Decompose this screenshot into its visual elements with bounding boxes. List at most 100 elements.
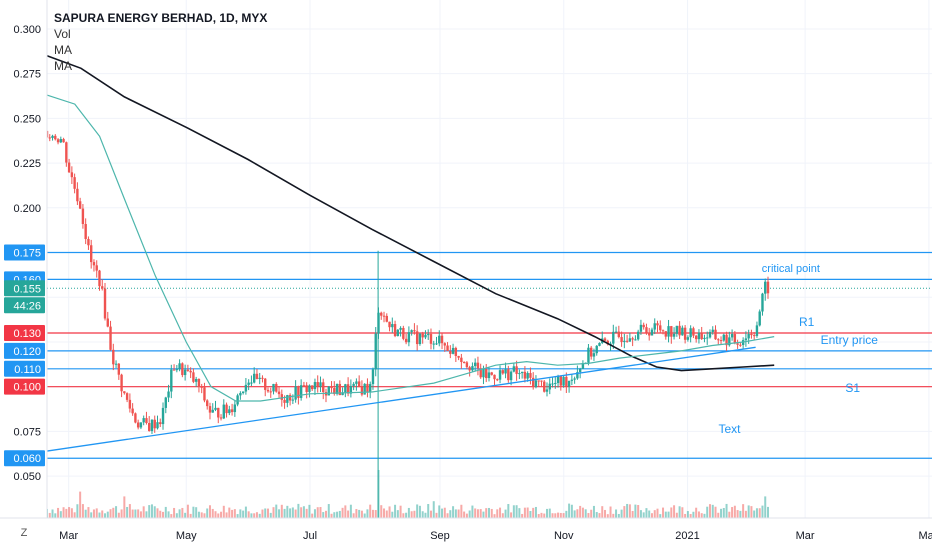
volume-bar: [291, 507, 294, 518]
candle-body: [360, 386, 364, 395]
candle-body: [661, 330, 665, 332]
candle-body: [159, 422, 162, 425]
candle-body: [764, 281, 767, 294]
volume-bar: [482, 511, 485, 518]
candle-body: [393, 324, 397, 337]
volume-bar: [720, 508, 723, 518]
volume-bar: [92, 509, 95, 518]
volume-bar: [283, 508, 286, 518]
volume-bar: [576, 509, 579, 518]
volume-bar: [128, 504, 131, 518]
candle-body: [206, 400, 209, 407]
candle-body: [446, 345, 449, 352]
volume-bar: [220, 511, 223, 518]
volume-bar: [579, 505, 582, 518]
candle-body: [518, 373, 521, 375]
volume-bar: [612, 513, 615, 518]
annotation-label: critical point: [762, 263, 820, 275]
volume-bar: [289, 508, 292, 518]
candle-body: [689, 328, 692, 338]
indicator-ma-1[interactable]: MA: [54, 43, 72, 57]
y-tick-label: 0.275: [13, 69, 41, 81]
candle-body: [496, 379, 499, 381]
candle-body: [670, 326, 673, 337]
volume-bar: [244, 506, 247, 518]
candle-body: [197, 378, 201, 387]
volume-bar: [645, 508, 648, 518]
candle-body: [683, 327, 687, 340]
candle-body: [181, 363, 184, 376]
candle-body: [485, 368, 488, 379]
volume-bar: [584, 509, 587, 518]
volume-bar: [233, 509, 236, 518]
volume-bar: [568, 503, 571, 518]
indicator-vol[interactable]: Vol: [54, 27, 71, 41]
volume-bar: [225, 512, 228, 518]
volume-bar: [468, 510, 471, 518]
candle-body: [208, 406, 212, 413]
volume-bar: [476, 509, 479, 518]
volume-bar: [766, 506, 769, 518]
price-level-label: 0.120: [13, 346, 41, 358]
x-tick-label: Sep: [430, 530, 450, 542]
volume-bar: [673, 505, 676, 518]
candle-body: [650, 329, 654, 336]
candle-body: [333, 388, 336, 394]
candle-body: [711, 329, 714, 332]
volume-bar: [338, 510, 341, 518]
volume-bar: [562, 513, 565, 518]
candle-body: [123, 391, 126, 394]
volume-bar: [253, 513, 256, 518]
candle-body: [556, 376, 560, 383]
candle-body: [407, 332, 411, 343]
candle-body: [694, 335, 698, 340]
candle-body: [531, 377, 535, 388]
volume-bar: [308, 504, 311, 518]
candle-body: [308, 385, 311, 393]
candle-body: [750, 333, 753, 336]
volume-bar: [347, 510, 350, 518]
candle-body: [277, 391, 281, 395]
candle-body: [634, 339, 637, 341]
candle-body: [570, 379, 574, 381]
candle-body: [543, 381, 546, 392]
volume-bar: [242, 510, 245, 518]
zoom-reset-button[interactable]: Z: [20, 527, 28, 539]
volume-bar: [355, 509, 358, 518]
candle-body: [752, 335, 756, 337]
candle-body: [598, 342, 601, 346]
volume-bar: [247, 511, 250, 518]
volume-bar: [159, 510, 162, 518]
annotation-label: Entry price: [821, 333, 879, 347]
volume-bar: [664, 511, 667, 518]
volume-bar: [601, 506, 604, 518]
volume-bar: [728, 511, 731, 518]
volume-bar: [521, 513, 524, 518]
volume-bar: [407, 507, 410, 518]
candle-body: [438, 335, 441, 344]
volume-bar: [416, 504, 419, 518]
volume-bar: [126, 506, 129, 518]
volume-bar: [313, 509, 316, 518]
volume-bar: [501, 513, 504, 518]
candle-body: [548, 383, 551, 390]
volume-bar: [628, 504, 631, 518]
volume-bar: [697, 511, 700, 518]
candle-body: [498, 370, 502, 380]
volume-bar: [123, 496, 126, 518]
indicator-ma-2[interactable]: MA: [54, 59, 72, 73]
volume-bar: [471, 505, 474, 518]
volume-bar: [615, 509, 618, 518]
volume-bar: [167, 511, 170, 518]
candle-body: [134, 413, 137, 423]
volume-bar: [518, 508, 521, 518]
candle-body: [567, 380, 571, 387]
volume-bar: [667, 511, 670, 518]
candle-body: [766, 281, 770, 294]
volume-bar: [510, 512, 513, 518]
candle-body: [603, 338, 607, 341]
volume-bar: [623, 506, 626, 518]
candle-body: [95, 265, 98, 271]
volume-bar: [590, 509, 593, 518]
